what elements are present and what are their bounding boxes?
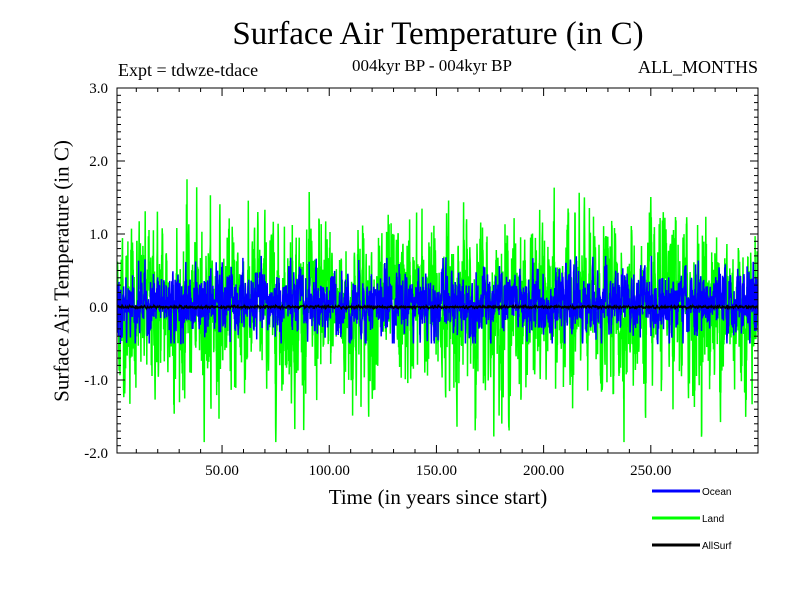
chart-title: Surface Air Temperature (in C) [232,16,644,52]
x-tick-label: 250.00 [630,463,671,479]
series-allsurf [117,303,758,311]
season-label: ALL_MONTHS [638,57,758,77]
x-tick-label: 200.00 [523,463,564,479]
y-tick-label: 1.0 [89,227,108,243]
y-tick-label: -1.0 [84,373,108,389]
legend-label-ocean: Ocean [702,487,731,498]
x-axis-label: Time (in years since start) [328,485,548,509]
y-tick-label: 2.0 [89,154,108,170]
x-tick-label: 150.00 [416,463,457,479]
y-tick-label: 0.0 [89,300,108,316]
y-tick-label: -2.0 [84,446,108,462]
x-tick-label: 50.00 [205,463,239,479]
x-tick-label: 100.00 [309,463,350,479]
legend-label-land: Land [702,514,724,525]
series-ocean [117,255,758,345]
y-tick-label: 3.0 [89,81,108,97]
period-label: 004kyr BP - 004kyr BP [352,56,512,75]
experiment-label: Expt = tdwze-tdace [118,60,259,80]
legend-label-allsurf: AllSurf [702,541,732,552]
